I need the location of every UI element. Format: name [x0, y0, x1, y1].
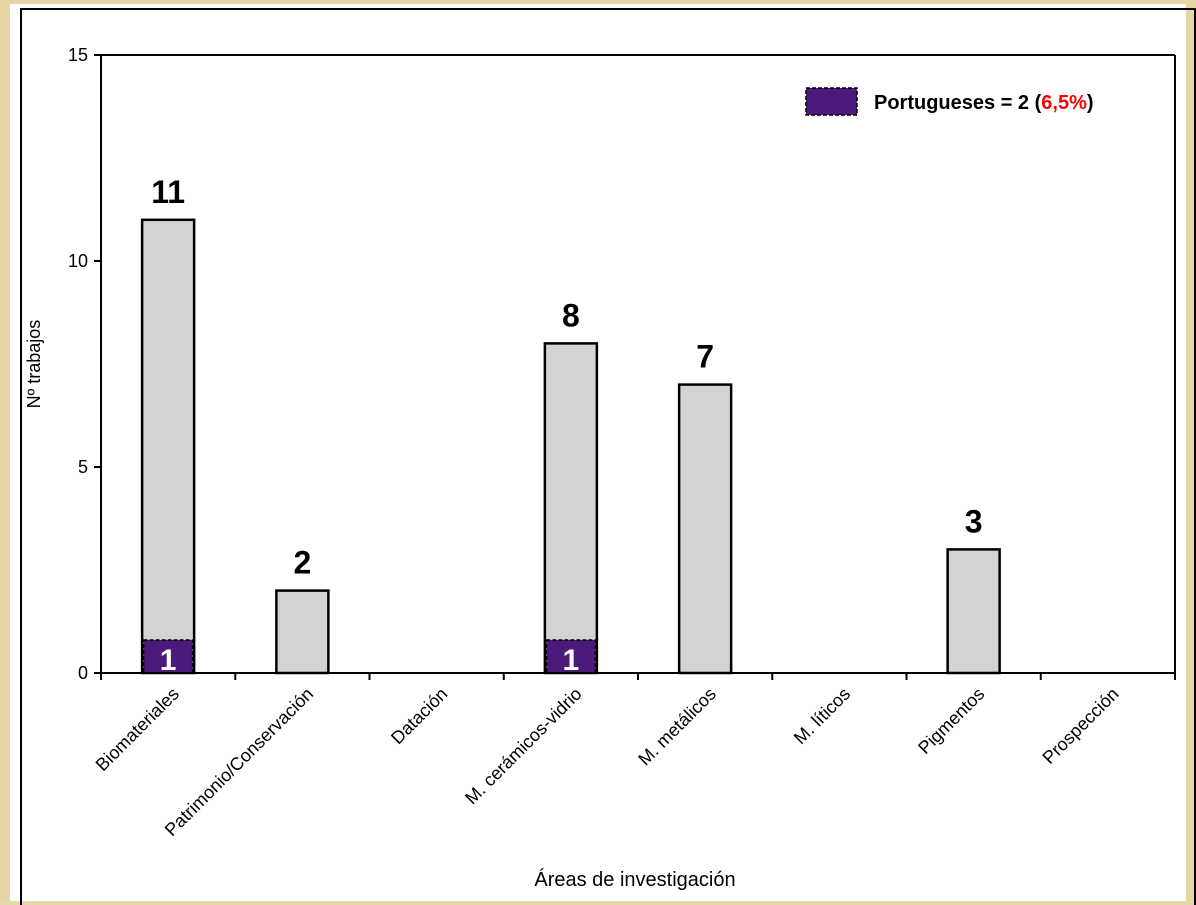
category-label: Patrimonio/Conservación [161, 684, 317, 840]
bar-data-label: 2 [293, 545, 311, 581]
legend: Portugueses = 2 (6,5%) [805, 87, 1094, 116]
sub-bar-label: 1 [160, 644, 177, 677]
bar-data-label: 3 [965, 503, 983, 539]
bar [140, 218, 196, 675]
category-label: Datación [387, 684, 451, 748]
bar-data-label: 11 [151, 174, 185, 210]
legend-label-portugueses: Portugueses = 2 (6,5%) [874, 92, 1094, 114]
legend-swatch-portugueses [805, 87, 858, 116]
legend-percentage: 6,5% [1041, 92, 1087, 114]
category-label: Prospección [1039, 684, 1123, 768]
y-tick-label: 10 [68, 251, 88, 271]
category-label: M. metálicos [634, 684, 720, 770]
x-axis-title: Áreas de investigación [534, 868, 735, 891]
bar-data-label: 8 [562, 297, 580, 333]
bar-portugueses [142, 639, 194, 674]
y-tick-label: 0 [78, 663, 88, 683]
category-label: M. cerámicos-vidrio [461, 684, 585, 808]
chart-area [20, 8, 1196, 905]
category-label: M. líticos [790, 684, 854, 748]
y-tick-label: 5 [78, 457, 88, 477]
category-label: Pigmentos [914, 684, 988, 758]
sub-bar-label: 1 [563, 644, 580, 677]
bar [677, 383, 733, 675]
bar [946, 548, 1001, 675]
bar-portugueses [545, 639, 597, 674]
y-tick-label: 15 [68, 45, 88, 65]
y-axis-ticks: 0 5 10 15 [68, 45, 101, 683]
legend-suffix: ) [1087, 92, 1094, 114]
category-label: Biomateriales [92, 684, 183, 775]
bar [275, 589, 330, 675]
y-axis-title: Nº trabajos [24, 320, 44, 409]
bar [543, 342, 599, 675]
legend-prefix: Portugueses = 2 ( [874, 92, 1042, 114]
bar-data-label: 7 [696, 339, 714, 375]
